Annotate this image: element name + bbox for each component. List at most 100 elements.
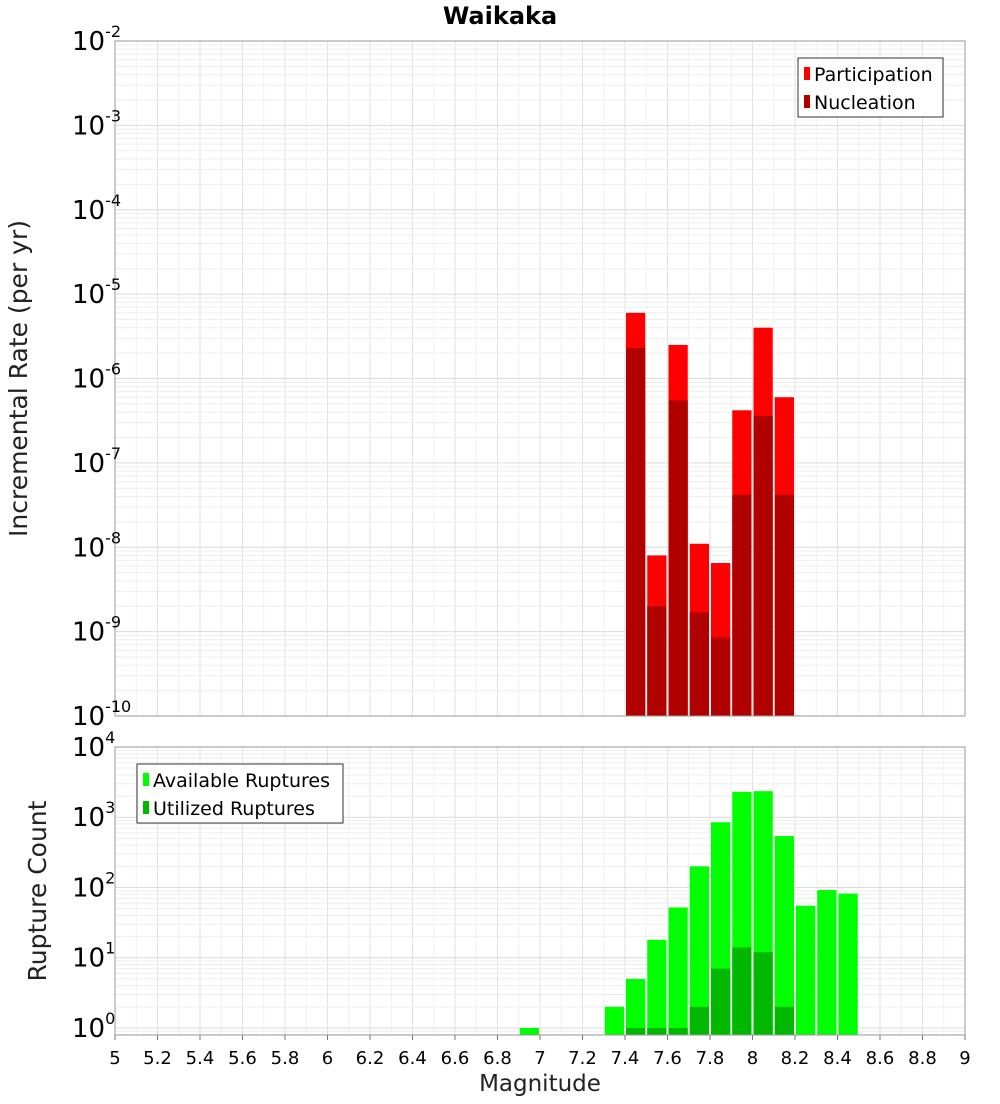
tick-exponent: 1 [105, 939, 115, 958]
bar [626, 347, 646, 716]
x-tick-label: 6.8 [483, 1048, 512, 1069]
legend-swatch [143, 801, 149, 814]
x-tick-label: 6.2 [356, 1048, 385, 1069]
y-tick-label: 10-3 [72, 106, 121, 141]
tick-base: 10 [72, 618, 105, 648]
tick-base: 10 [72, 27, 105, 57]
bar [774, 494, 794, 716]
plot-border [114, 40, 966, 717]
legend: Participation Nucleation [797, 57, 944, 118]
bar [838, 893, 858, 1035]
y-tick-label: 10-7 [72, 444, 121, 479]
bar [519, 1027, 539, 1035]
tick-base: 10 [72, 111, 105, 141]
tick-exponent: -7 [105, 444, 121, 463]
bar [753, 415, 773, 716]
y-tick-label: 103 [72, 798, 115, 833]
x-tick-label: 7.4 [611, 1048, 640, 1069]
tick-base: 10 [72, 803, 105, 833]
tick-base: 10 [72, 449, 105, 479]
legend-swatch [804, 95, 810, 108]
tick-base: 10 [72, 1014, 105, 1044]
legend: Available Ruptures Utilized Ruptures [136, 763, 344, 824]
x-tick-label: 9 [959, 1048, 970, 1069]
bar [689, 866, 709, 1035]
legend-label: Participation [814, 64, 933, 86]
tick-exponent: 4 [105, 728, 115, 747]
bar [753, 952, 773, 1035]
x-tick-label: 8.8 [908, 1048, 937, 1069]
bar [626, 978, 646, 1035]
gridlines [114, 41, 966, 717]
bar [668, 907, 688, 1035]
bar [711, 637, 731, 716]
series-available-ruptures [519, 791, 858, 1035]
legend-label: Available Ruptures [153, 770, 330, 792]
x-tick-label: 7.8 [696, 1048, 725, 1069]
y-tick-label: 10-5 [72, 275, 121, 310]
bar [732, 947, 752, 1035]
y-tick-label: 10-4 [72, 191, 121, 226]
chart-title: Waikaka [443, 2, 557, 30]
bar [732, 494, 752, 716]
bar [668, 1027, 688, 1035]
y-tick-label: 104 [72, 728, 115, 763]
y-tick-label: 101 [72, 939, 115, 974]
series-utilized-ruptures [626, 947, 794, 1035]
tick-exponent: 0 [105, 1009, 115, 1028]
legend-box [797, 57, 944, 118]
x-tick-label: 6 [322, 1048, 333, 1069]
y-tick-label: 10-10 [72, 697, 131, 732]
y-tick-label: 102 [72, 868, 115, 903]
tick-base: 10 [72, 280, 105, 310]
tick-base: 10 [72, 733, 105, 763]
legend-label: Nucleation [814, 92, 916, 114]
bar [647, 1027, 667, 1035]
x-tick-label: 6.4 [398, 1048, 427, 1069]
legend-swatch [143, 773, 149, 786]
x-tick-label: 7.2 [568, 1048, 597, 1069]
bar [711, 968, 731, 1035]
tick-exponent: 2 [105, 868, 115, 887]
y-tick-label: 100 [72, 1009, 115, 1044]
x-tick-label: 5.2 [143, 1048, 172, 1069]
bar [647, 606, 667, 716]
tick-base: 10 [72, 365, 105, 395]
chart-panel-1: 10-1010-910-810-710-610-510-410-310-2Inc… [4, 2, 966, 732]
y-axis-label: Rupture Count [23, 800, 52, 981]
bar [774, 836, 794, 1035]
tick-exponent: -5 [105, 275, 121, 294]
x-tick-label: 5 [109, 1048, 120, 1069]
tick-base: 10 [72, 533, 105, 563]
tick-exponent: -3 [105, 106, 121, 125]
y-tick-label: 10-2 [72, 22, 121, 57]
y-tick-label: 10-8 [72, 528, 121, 563]
series-nucleation [626, 347, 794, 716]
y-axis-label: Incremental Rate (per yr) [4, 220, 33, 537]
legend-label: Utilized Ruptures [153, 798, 315, 820]
x-axis-label: Magnitude [479, 1071, 601, 1097]
tick-exponent: 3 [105, 798, 115, 817]
x-tick-labels: 5 5.2 5.4 5.6 5.8 6 6.2 6.4 6.6 6.8 7 7.2 7.4 7.6 7.8 8… [109, 1035, 971, 1069]
tick-exponent: -2 [105, 22, 121, 41]
tick-base: 10 [72, 196, 105, 226]
tick-exponent: -8 [105, 528, 121, 547]
x-tick-label: 5.6 [228, 1048, 257, 1069]
x-tick-label: 8.6 [866, 1048, 895, 1069]
bar [604, 1006, 624, 1035]
x-tick-label: 8.2 [781, 1048, 810, 1069]
bar [817, 890, 837, 1035]
tick-base: 10 [72, 702, 105, 732]
bar [774, 1006, 794, 1035]
bar [796, 905, 816, 1035]
x-tick-label: 8 [747, 1048, 758, 1069]
tick-base: 10 [72, 873, 105, 903]
tick-exponent: -4 [105, 191, 121, 210]
legend-box [136, 763, 344, 824]
y-tick-label: 10-9 [72, 613, 121, 648]
y-tick-label: 10-6 [72, 360, 121, 395]
